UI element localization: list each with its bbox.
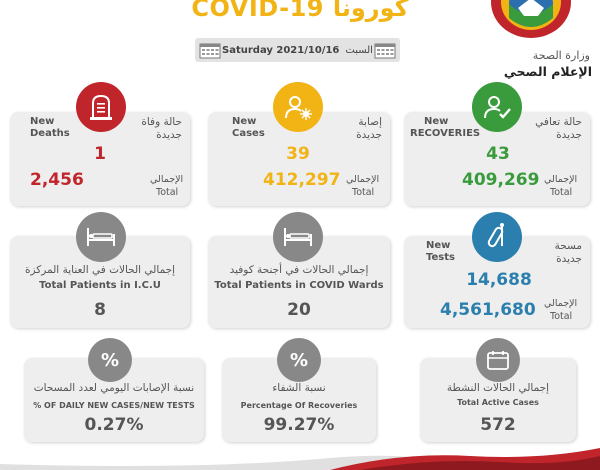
hospital-bed-icon bbox=[284, 228, 312, 246]
tests-card: New Tests مسحة جديدة 14,688 4,561,680 ال… bbox=[404, 236, 590, 328]
cases-badge bbox=[273, 82, 323, 132]
active-badge bbox=[476, 338, 520, 382]
deaths-label-en-1: New bbox=[30, 116, 55, 127]
ministry-name: وزارة الصحة bbox=[532, 49, 590, 62]
cases-label-en-2: Cases bbox=[232, 128, 265, 139]
tests-total-value: 4,561,680 bbox=[440, 300, 536, 320]
daily-ratio-label-ar: نسبة الإصابات اليومي لعدد المسحات bbox=[33, 382, 195, 394]
recoveries-label-ar-2: جديدة bbox=[556, 129, 582, 141]
daily-ratio-label-en: % OF DAILY NEW CASES/NEW TESTS bbox=[33, 401, 195, 410]
recovery-pct-card: نسبة الشفاء Percentage Of Recoveries 99.… bbox=[222, 358, 376, 442]
check-person-icon bbox=[484, 96, 511, 119]
health-media-label: الإعلام الصحي bbox=[503, 64, 592, 79]
test-tube-icon bbox=[487, 223, 504, 248]
deaths-total-en: Total bbox=[156, 187, 179, 198]
cases-total-value: 412,297 bbox=[263, 170, 341, 190]
active-value: 572 bbox=[480, 415, 516, 435]
calendar-icon bbox=[487, 351, 509, 370]
deaths-label-ar-1: حالة وفاة bbox=[141, 116, 182, 128]
tests-label-en-1: New bbox=[426, 240, 451, 251]
wards-label-ar: إجمالي الحالات في أجنحة كوفيد bbox=[229, 264, 369, 276]
virus-person-icon bbox=[285, 96, 312, 120]
recoveries-label-en-2: RECOVERIES bbox=[410, 128, 481, 139]
date-bar: Saturday 2021/10/16 السبت bbox=[195, 38, 400, 62]
recoveries-badge bbox=[472, 82, 522, 132]
icu-label-ar: إجمالي الحالات في العناية المركزة bbox=[24, 264, 176, 276]
hospital-bed-icon bbox=[87, 228, 115, 246]
day-ar: السبت bbox=[345, 44, 373, 56]
deaths-badge bbox=[76, 82, 126, 132]
active-label-ar: إجمالي الحالات النشطة bbox=[446, 382, 550, 394]
cases-label-ar-2: جديدة bbox=[356, 129, 382, 141]
recovery-pct-label-en: Percentage Of Recoveries bbox=[240, 401, 358, 410]
recoveries-total-ar: الإجمالي bbox=[544, 174, 578, 185]
deaths-new-value: 1 bbox=[94, 144, 106, 164]
footer-wave bbox=[0, 448, 600, 470]
deaths-label-en-2: Deaths bbox=[30, 128, 70, 139]
ministry-emblem-icon bbox=[491, 0, 571, 38]
recoveries-card: New RECOVERIES حالة تعافي جديدة 43 409,2… bbox=[404, 112, 590, 206]
page-title: COVID-19 كورونا bbox=[191, 0, 409, 22]
cases-total-en: Total bbox=[352, 187, 375, 198]
cases-label-ar-1: إصابة bbox=[358, 116, 382, 128]
tests-label-en-2: Tests bbox=[426, 252, 455, 263]
tests-badge bbox=[472, 212, 522, 262]
recovery-pct-value: 99.27% bbox=[263, 415, 335, 435]
icu-label-en: Total Patients in I.C.U bbox=[39, 280, 161, 291]
cases-new-value: 39 bbox=[286, 144, 310, 164]
recovery-pct-label-ar: نسبة الشفاء bbox=[272, 382, 326, 394]
calendar-icon bbox=[199, 43, 221, 59]
percent-icon: % bbox=[100, 349, 120, 371]
wards-label-en: Total Patients in COVID Wards bbox=[214, 280, 384, 291]
deaths-label-ar-2: جديدة bbox=[156, 129, 182, 141]
daily-ratio-badge: % bbox=[88, 338, 132, 382]
active-label-en: Total Active Cases bbox=[457, 398, 539, 407]
icu-value: 8 bbox=[94, 300, 106, 320]
recovery-pct-badge: % bbox=[277, 338, 321, 382]
icu-badge bbox=[76, 212, 126, 262]
daily-ratio-value: 0.27% bbox=[84, 415, 144, 435]
recoveries-label-en-1: New bbox=[424, 116, 449, 127]
calendar-icon bbox=[374, 43, 396, 59]
tombstone-icon bbox=[90, 94, 112, 120]
wards-badge bbox=[273, 212, 323, 262]
recoveries-total-en: Total bbox=[550, 187, 573, 198]
wards-value: 20 bbox=[287, 300, 311, 320]
recoveries-new-value: 43 bbox=[486, 144, 510, 164]
deaths-total-value: 2,456 bbox=[30, 170, 84, 190]
tests-label-ar-2: جديدة bbox=[556, 253, 582, 265]
recoveries-total-value: 409,269 bbox=[462, 170, 540, 190]
tests-total-en: Total bbox=[550, 311, 573, 322]
recoveries-label-ar-1: حالة تعافي bbox=[535, 116, 582, 128]
deaths-total-ar: الإجمالي bbox=[150, 174, 184, 185]
cases-total-ar: الإجمالي bbox=[346, 174, 380, 185]
tests-label-ar-1: مسحة bbox=[554, 240, 582, 252]
tests-total-ar: الإجمالي bbox=[544, 298, 578, 309]
tests-new-value: 14,688 bbox=[466, 270, 532, 290]
date-en: Saturday 2021/10/16 bbox=[222, 44, 340, 56]
percent-icon: % bbox=[289, 349, 309, 371]
cases-label-en-1: New bbox=[232, 116, 257, 127]
